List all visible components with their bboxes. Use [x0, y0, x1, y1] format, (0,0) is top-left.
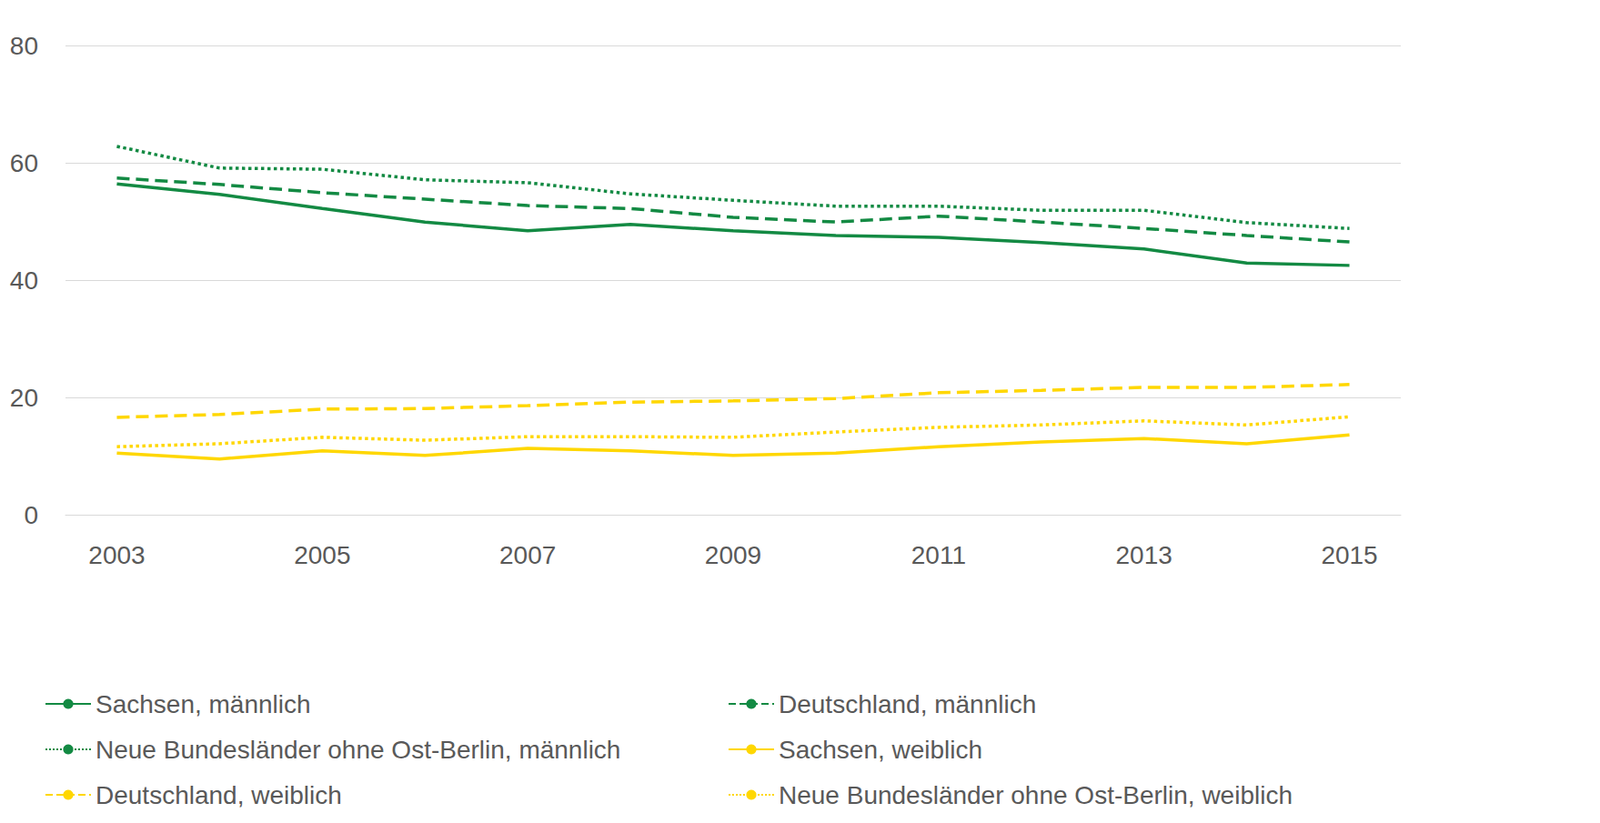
svg-text:Sachsen, männlich: Sachsen, männlich — [95, 690, 312, 719]
svg-text:2007: 2007 — [499, 541, 556, 570]
svg-text:2011: 2011 — [911, 541, 967, 570]
svg-text:Neue Bundesländer ohne Ost-Ber: Neue Bundesländer ohne Ost-Berlin, weibl… — [778, 781, 1293, 810]
svg-text:20: 20 — [10, 383, 39, 413]
svg-text:Neue Bundesländer ohne Ost-Ber: Neue Bundesländer ohne Ost-Berlin, männl… — [95, 735, 621, 765]
svg-text:2013: 2013 — [1116, 541, 1173, 570]
svg-text:80: 80 — [10, 31, 39, 61]
svg-text:2003: 2003 — [88, 541, 145, 570]
svg-text:0: 0 — [23, 501, 39, 530]
svg-text:Deutschland, weiblich: Deutschland, weiblich — [95, 781, 343, 810]
svg-text:40: 40 — [10, 266, 39, 295]
svg-text:60: 60 — [10, 149, 39, 178]
svg-text:Deutschland, männlich: Deutschland, männlich — [778, 690, 1037, 719]
svg-text:2015: 2015 — [1320, 541, 1378, 570]
svg-text:2005: 2005 — [293, 541, 351, 570]
svg-text:Sachsen, weiblich: Sachsen, weiblich — [778, 735, 983, 765]
svg-text:2009: 2009 — [704, 541, 762, 570]
